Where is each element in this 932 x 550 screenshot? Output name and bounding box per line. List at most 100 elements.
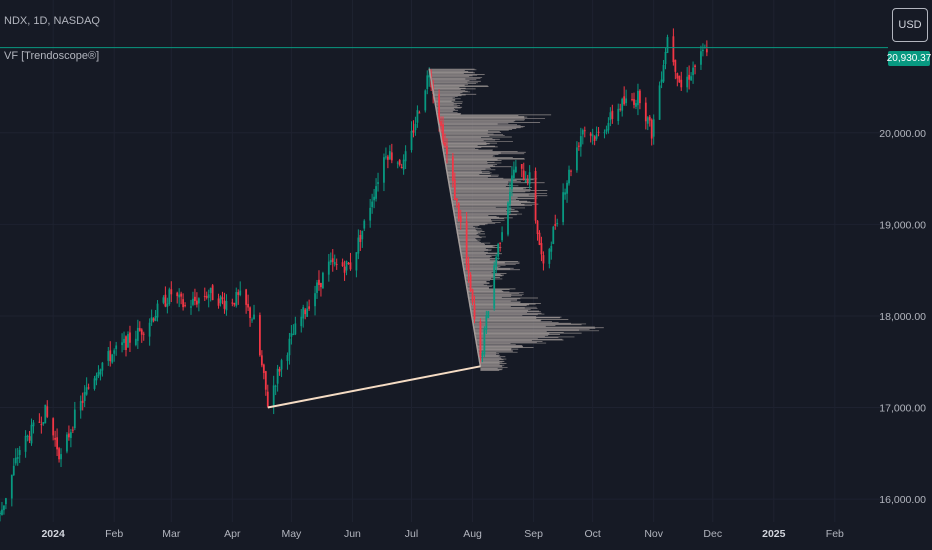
candle-body bbox=[471, 289, 474, 303]
currency-button[interactable]: USD bbox=[892, 8, 928, 42]
candle-body bbox=[444, 142, 446, 146]
indicator-title[interactable]: VF [Trendoscope®] bbox=[4, 50, 100, 62]
candle-body bbox=[428, 75, 431, 78]
candle-body bbox=[221, 297, 224, 300]
candle-body bbox=[79, 401, 82, 411]
candle-body bbox=[404, 151, 407, 162]
candle-body bbox=[85, 387, 88, 395]
candle-body bbox=[203, 295, 206, 297]
candle-body bbox=[375, 186, 377, 199]
candle-body bbox=[534, 170, 537, 221]
candle-body bbox=[646, 117, 649, 124]
x-tick-label: Feb bbox=[826, 528, 844, 540]
candle-body bbox=[150, 317, 153, 323]
candle-body bbox=[479, 321, 482, 357]
candle-body bbox=[300, 316, 303, 327]
candle-body bbox=[60, 454, 62, 460]
candle-body bbox=[526, 179, 529, 183]
candle-body bbox=[676, 73, 679, 79]
x-tick-label: May bbox=[281, 528, 302, 540]
candle-body bbox=[662, 64, 665, 82]
candle-body bbox=[182, 299, 185, 308]
candle-body bbox=[487, 311, 490, 318]
candle-body bbox=[568, 169, 570, 184]
candle-body bbox=[377, 182, 379, 184]
candle-body bbox=[253, 314, 255, 320]
x-tick-label: Jul bbox=[405, 528, 418, 540]
candle-body bbox=[414, 123, 417, 131]
y-tick-label: 19,000.00 bbox=[879, 219, 926, 231]
candle-body bbox=[373, 196, 376, 201]
candle-body bbox=[18, 449, 21, 456]
candle-body bbox=[383, 157, 385, 183]
candle-body bbox=[451, 156, 454, 182]
candle-body bbox=[522, 170, 525, 180]
candle-body bbox=[225, 301, 228, 311]
candle-body bbox=[619, 108, 622, 110]
candle-body bbox=[56, 437, 58, 450]
candle-body bbox=[162, 297, 165, 303]
candle-body bbox=[95, 375, 98, 381]
candle-body bbox=[30, 424, 33, 444]
candle-body bbox=[621, 98, 624, 111]
candle-body bbox=[680, 79, 683, 88]
candle-body bbox=[10, 474, 13, 499]
candle-body bbox=[554, 224, 557, 226]
candle-body bbox=[459, 216, 462, 223]
candle-body bbox=[562, 192, 565, 223]
candle-body bbox=[233, 302, 236, 305]
candle-body bbox=[591, 134, 594, 137]
candle-body bbox=[44, 404, 47, 424]
candle-body bbox=[607, 122, 610, 131]
candle-body bbox=[5, 498, 7, 505]
candle-body bbox=[290, 333, 293, 337]
candle-body bbox=[176, 292, 179, 297]
y-axis[interactable]: 16,000.00 17,000.00 18,000.00 19,000.00 20,0… bbox=[879, 128, 926, 506]
candle-body bbox=[579, 136, 582, 147]
candle-body bbox=[81, 400, 84, 403]
candle-body bbox=[231, 302, 234, 304]
candle-body bbox=[318, 279, 320, 285]
candle-body bbox=[68, 433, 70, 438]
candle-body bbox=[87, 387, 90, 389]
candle-body bbox=[528, 172, 531, 185]
x-axis[interactable]: 2024 Feb Mar Apr May Jun Jul Aug Sep Oct Nov Dec 202… bbox=[41, 528, 844, 540]
candle-body bbox=[509, 191, 511, 205]
candle-body bbox=[197, 298, 200, 304]
candle-body bbox=[3, 505, 5, 511]
candle-body bbox=[465, 221, 468, 265]
candle-body bbox=[605, 129, 608, 132]
candle-body bbox=[333, 262, 336, 265]
candle-body bbox=[497, 243, 500, 257]
candle-body bbox=[467, 264, 470, 273]
candle-body bbox=[264, 371, 267, 390]
candle-body bbox=[180, 293, 183, 297]
candle-body bbox=[418, 112, 421, 114]
candle-body bbox=[12, 465, 15, 476]
candle-body bbox=[272, 385, 275, 406]
candle-body bbox=[499, 242, 502, 244]
candle-body bbox=[178, 294, 181, 298]
candle-body bbox=[274, 385, 277, 387]
candle-body bbox=[633, 99, 635, 105]
candle-body bbox=[511, 175, 513, 190]
candle-body bbox=[359, 235, 362, 242]
candle-body bbox=[0, 512, 1, 515]
candle-body bbox=[556, 222, 559, 224]
candle-body bbox=[347, 263, 350, 265]
candle-body bbox=[152, 318, 155, 321]
last-price-label: 20,930.37 bbox=[886, 51, 932, 66]
candle-body bbox=[38, 421, 41, 423]
candle-body bbox=[564, 192, 566, 195]
candle-body bbox=[251, 319, 253, 321]
candle-body bbox=[306, 308, 309, 317]
candle-body bbox=[1, 509, 3, 515]
candle-body bbox=[501, 232, 503, 241]
candle-body bbox=[369, 207, 372, 221]
candle-body bbox=[666, 37, 669, 53]
candle-body bbox=[109, 350, 112, 362]
candle-body bbox=[320, 283, 322, 288]
candle-body bbox=[142, 333, 145, 335]
candle-body bbox=[54, 437, 57, 440]
